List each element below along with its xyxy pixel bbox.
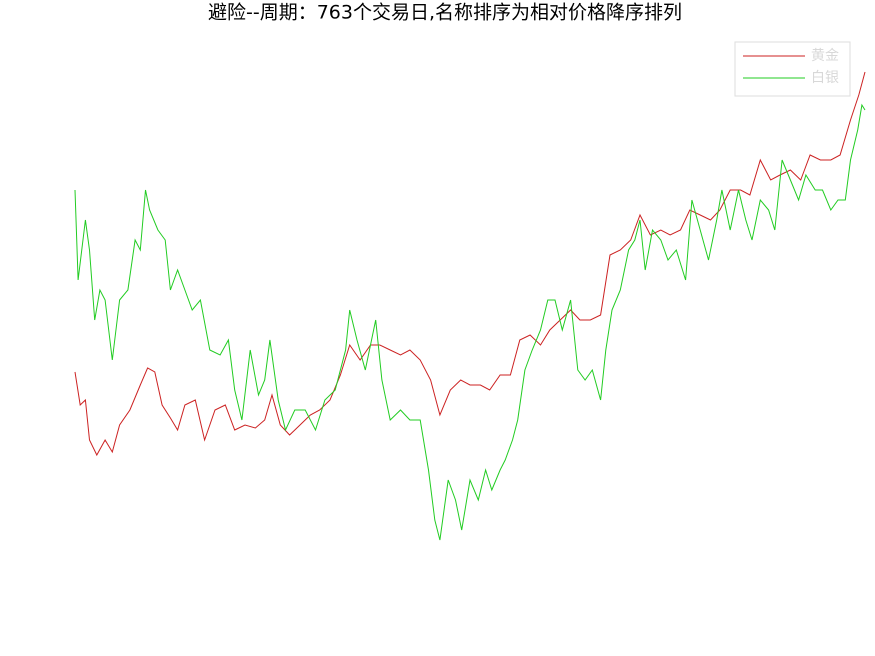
series-line — [74, 103, 866, 541]
chart-title: 避险--周期：763个交易日,名称排序为相对价格降序排列 — [208, 2, 682, 24]
legend-box — [734, 41, 851, 97]
legend-label: 白银 — [811, 70, 839, 86]
legend-label: 黄金 — [811, 47, 839, 64]
series-line — [74, 71, 866, 457]
